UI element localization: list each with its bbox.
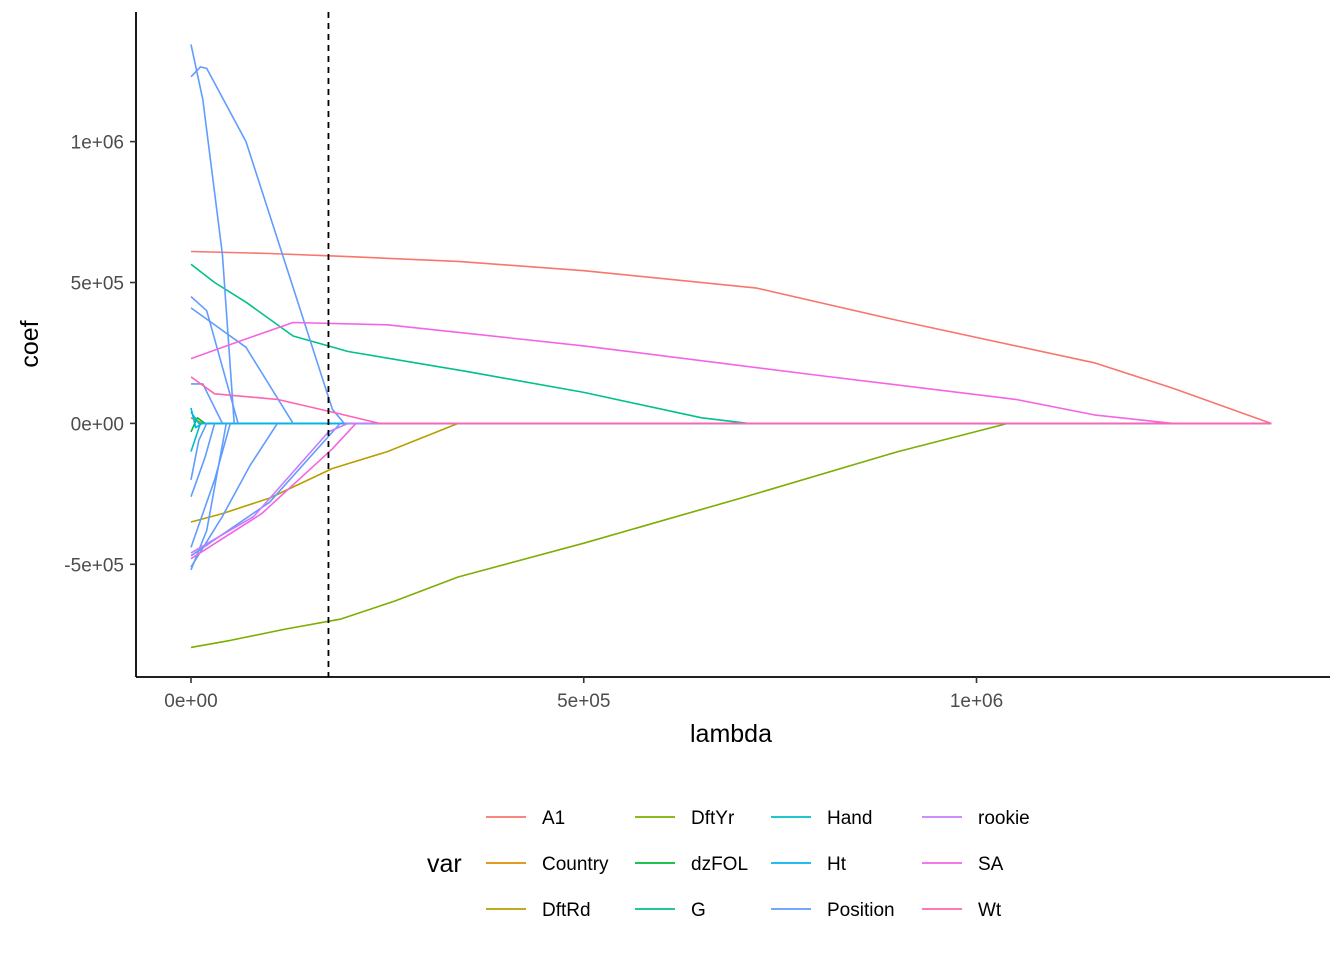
x-axis-title: lambda xyxy=(690,720,772,748)
series-line-rookie-0 xyxy=(190,422,1272,554)
legend-title: var xyxy=(427,850,462,878)
series-line-sa-1 xyxy=(190,422,357,560)
legend-label-dftrd: DftRd xyxy=(542,900,591,921)
plot-series-group xyxy=(190,44,1272,649)
series-line-position-1 xyxy=(190,66,1272,425)
series-line-position-4 xyxy=(190,307,294,424)
series-line-position-8 xyxy=(190,423,216,497)
legend-label-hand: Hand xyxy=(827,808,872,829)
legend-label-position: Position xyxy=(827,900,895,921)
series-line-position-10 xyxy=(190,423,232,548)
series-line-position-2 xyxy=(190,296,239,424)
y-tick-label-2: 5e+05 xyxy=(71,274,124,295)
x-tick-label-1: 5e+05 xyxy=(557,691,610,712)
series-line-dftyr-0 xyxy=(190,422,1272,649)
axis-ticks: 0e+00 5e+05 1e+06 -5e+05 0e+00 5e+05 1e+06 xyxy=(64,133,1003,712)
series-line-a1-0 xyxy=(190,250,1272,425)
legend-label-ht: Ht xyxy=(827,854,847,875)
x-tick-label-0: 0e+00 xyxy=(164,691,217,712)
legend-label-country: Country xyxy=(542,854,609,875)
y-axis-title: coef xyxy=(16,320,44,367)
y-tick-label-0: -5e+05 xyxy=(64,555,124,576)
legend-label-sa: SA xyxy=(978,854,1004,875)
series-line-dzfol-0 xyxy=(190,417,1272,433)
series-line-position-0 xyxy=(190,44,235,424)
series-line-dftrd-0 xyxy=(190,422,1272,523)
legend-label-g: G xyxy=(691,900,706,921)
series-line-hand-1 xyxy=(190,423,202,452)
legend-label-wt: Wt xyxy=(978,900,1002,921)
series-line-sa-0 xyxy=(190,321,1272,425)
series-line-wt-0 xyxy=(190,376,1272,425)
x-tick-label-2: 1e+06 xyxy=(950,691,1003,712)
series-line-position-9 xyxy=(190,422,279,568)
series-line-position-3 xyxy=(191,383,224,424)
series-line-position-7 xyxy=(190,423,208,480)
legend-label-a1: A1 xyxy=(542,808,565,829)
legend: var A1 Country DftRd DftYr dzFOL G Hand Ht Posit… xyxy=(427,808,1030,921)
series-line-g-0 xyxy=(190,263,1272,425)
y-tick-label-3: 1e+06 xyxy=(71,133,124,154)
legend-label-dftyr: DftYr xyxy=(691,808,735,829)
legend-label-dzfol: dzFOL xyxy=(691,854,748,875)
legend-label-rookie: rookie xyxy=(978,808,1030,829)
y-tick-label-1: 0e+00 xyxy=(71,414,124,435)
